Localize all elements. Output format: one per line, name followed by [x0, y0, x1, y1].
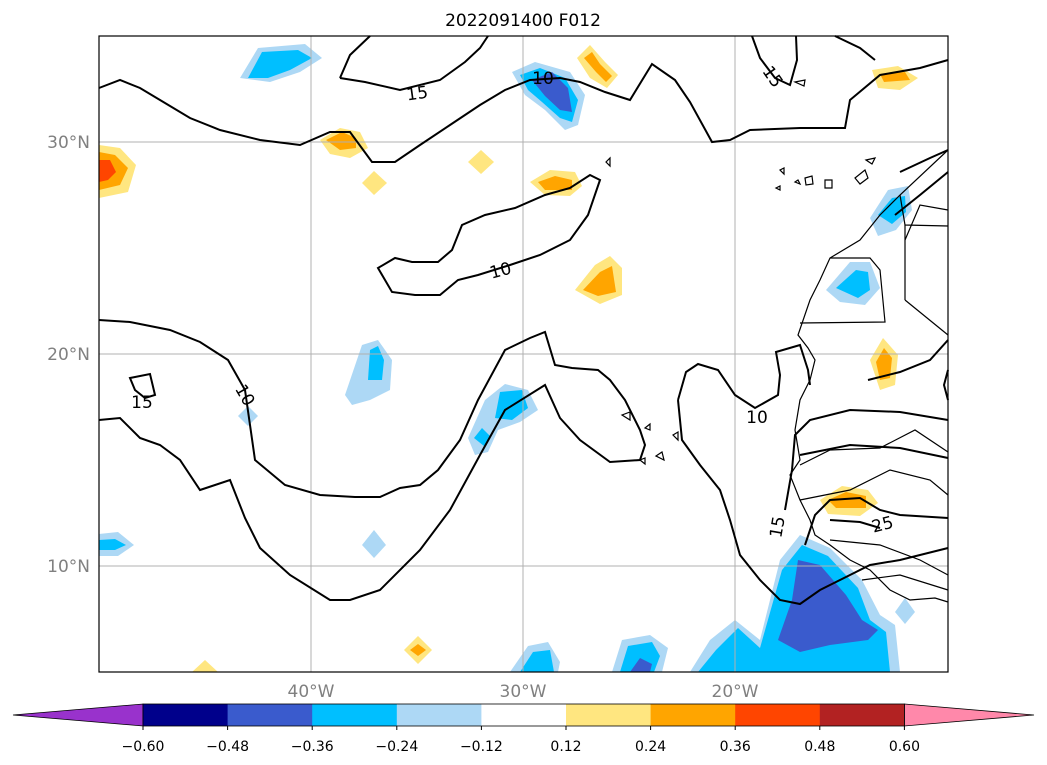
colorbar-segment [143, 704, 229, 726]
contour-line [834, 35, 876, 61]
contour-line [804, 496, 949, 546]
cape-verde-islands [620, 411, 679, 466]
contour-line [339, 35, 489, 92]
colorbar: −0.60 −0.48 −0.36 −0.24 −0.12 0.12 0.24 0.36 0.4… [12, 703, 1035, 755]
negative-region [778, 560, 878, 652]
contour-line [339, 35, 371, 79]
colorbar-tick-label: 0.24 [635, 739, 666, 755]
positive-region [99, 160, 116, 182]
figure-title: 2022091400 F012 [445, 11, 601, 31]
contour-line [894, 171, 949, 216]
border-line [904, 299, 949, 336]
colorbar-segment [735, 704, 821, 726]
positive-region [538, 176, 572, 190]
contour-line [98, 59, 949, 163]
contour-labels: 15 10 15 10 15 10 10 15 25 [131, 63, 896, 540]
negative-region [836, 270, 870, 298]
map-frame [98, 35, 949, 673]
contour-line [751, 35, 799, 87]
contour-label: 15 [405, 83, 429, 106]
lon-label-40w: 40°W [288, 682, 335, 702]
border-line [799, 469, 949, 501]
gridlines [99, 36, 948, 672]
border-line [861, 574, 949, 591]
contour-label: 10 [532, 69, 554, 89]
contour-line [128, 372, 157, 400]
island [793, 79, 806, 87]
lat-label-30n: 30°N [47, 133, 90, 153]
border-line [904, 204, 949, 241]
negative-region [248, 50, 312, 78]
positive-region [410, 644, 426, 656]
negative-region [520, 650, 554, 672]
colorbar-tick-label: −0.48 [206, 739, 249, 755]
map-panel: 15 10 15 10 15 10 10 15 25 [98, 35, 949, 673]
contour-label: 15 [766, 515, 789, 540]
contour-line [899, 149, 949, 173]
contour-line [829, 519, 881, 529]
border-line [799, 257, 886, 324]
lon-label-30w: 30°W [500, 682, 547, 702]
contour-label: 15 [131, 393, 153, 413]
colorbar-tick-label: 0.12 [550, 739, 581, 755]
lon-label-20w: 20°W [712, 682, 759, 702]
contour-line [98, 319, 647, 601]
contour-line [677, 343, 811, 410]
positive-region [326, 132, 356, 150]
colorbar-segment [819, 704, 905, 726]
canary-islands [774, 157, 877, 191]
lat-label-20n: 20°N [47, 345, 90, 365]
colorbar-tick-label: −0.60 [122, 739, 165, 755]
contour-line [376, 173, 602, 296]
negative-region [474, 428, 490, 446]
colorbar-tick-label: −0.12 [460, 739, 503, 755]
positive-region [583, 266, 616, 296]
contours [98, 35, 949, 606]
border-line [829, 539, 949, 576]
colorbar-tick-label: −0.24 [375, 739, 418, 755]
colorbar-segment [566, 704, 652, 726]
colorbar-segment [396, 704, 482, 726]
colorbar-tick-label: 0.60 [889, 739, 920, 755]
negative-region [362, 530, 386, 558]
negative-region [630, 658, 652, 672]
positive-region [362, 171, 387, 195]
contour-line [942, 369, 949, 401]
colorbar-segment [312, 704, 398, 726]
colorbar-segment [650, 704, 736, 726]
colorbar-extend-low [12, 703, 144, 727]
contour-line [799, 443, 949, 459]
contour-line [784, 408, 949, 511]
positive-region [468, 150, 494, 174]
contour-line [677, 399, 949, 606]
negative-region [878, 196, 906, 224]
axis-labels: 40°W 30°W 20°W 30°N 20°N 10°N [47, 133, 759, 702]
colorbar-tick-label: 0.36 [720, 739, 751, 755]
border-line [799, 429, 949, 466]
negative-region [895, 598, 915, 624]
positive-region [584, 52, 612, 82]
negative-region [99, 539, 126, 550]
coastlines [605, 79, 949, 603]
colorbar-tick-label: 0.48 [804, 739, 835, 755]
shaded-field [99, 44, 918, 672]
island [605, 156, 611, 168]
colorbar-segment [227, 704, 313, 726]
positive-region [192, 660, 218, 672]
positive-region [876, 348, 892, 380]
colorbar-tick-label: −0.36 [291, 739, 334, 755]
negative-region [532, 72, 572, 112]
lat-label-10n: 10°N [47, 557, 90, 577]
contour-label: 10 [746, 408, 768, 428]
colorbar-frame [142, 703, 905, 727]
colorbar-extend-high [904, 703, 1035, 727]
colorbar-segment [481, 704, 567, 726]
positive-region [828, 492, 866, 508]
contour-line [867, 339, 949, 381]
